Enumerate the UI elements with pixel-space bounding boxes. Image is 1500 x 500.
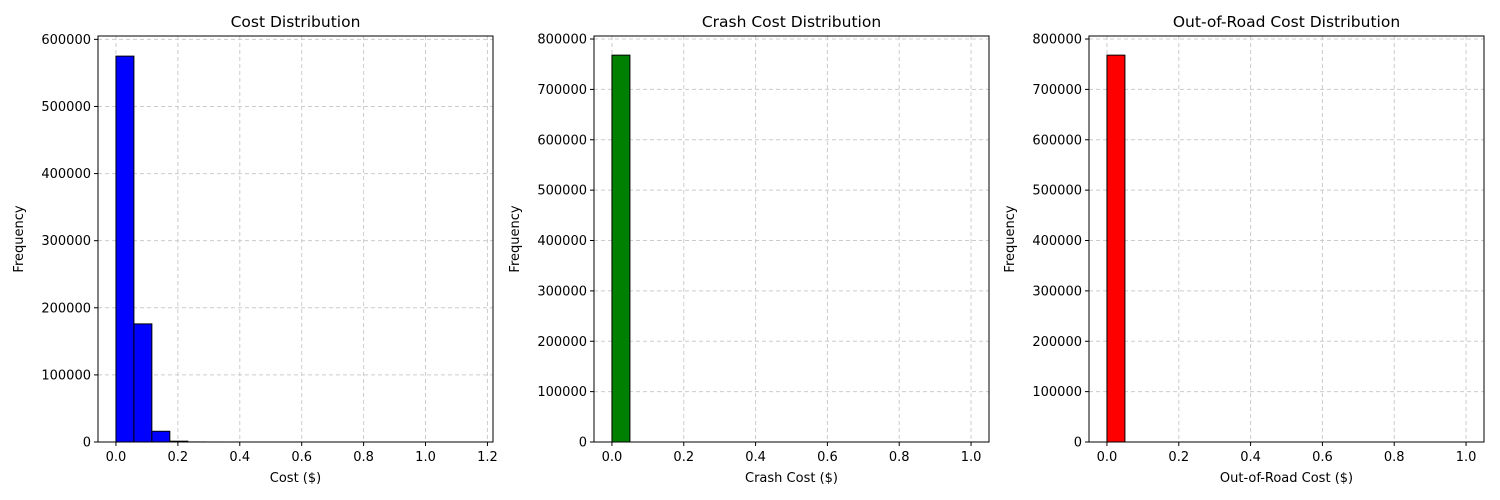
x-axis-label: Out-of-Road Cost ($) bbox=[1220, 471, 1353, 486]
y-tick-label: 100000 bbox=[1032, 385, 1082, 400]
x-tick-label: 0.6 bbox=[291, 450, 312, 465]
y-tick-label: 0 bbox=[579, 436, 587, 451]
histogram-bar bbox=[151, 430, 171, 443]
x-tick-label: 0.8 bbox=[889, 450, 910, 465]
y-tick-label: 600000 bbox=[1032, 133, 1082, 148]
y-tick-label: 500000 bbox=[1032, 184, 1082, 199]
y-axis-label: Frequency bbox=[508, 205, 523, 272]
y-tick-label: 400000 bbox=[1032, 234, 1082, 249]
chart-title: Out-of-Road Cost Distribution bbox=[1173, 13, 1400, 31]
x-tick-label: 0.4 bbox=[1240, 450, 1261, 465]
y-tick-label: 600000 bbox=[537, 133, 587, 148]
y-tick-label: 300000 bbox=[41, 234, 91, 249]
chart-title: Crash Cost Distribution bbox=[702, 13, 881, 31]
x-tick-label: 0.0 bbox=[602, 450, 623, 465]
y-axis-label: Frequency bbox=[1003, 205, 1018, 272]
y-tick-label: 600000 bbox=[41, 33, 91, 48]
x-tick-label: 0.4 bbox=[229, 450, 250, 465]
x-tick-label: 0.8 bbox=[353, 450, 374, 465]
y-tick-label: 400000 bbox=[41, 167, 91, 182]
histogram-bar bbox=[1106, 54, 1126, 443]
x-tick-label: 0.6 bbox=[1312, 450, 1333, 465]
chart-title: Cost Distribution bbox=[231, 13, 361, 31]
y-tick-label: 500000 bbox=[537, 184, 587, 199]
y-axis-label: Frequency bbox=[12, 205, 27, 272]
x-tick-label: 1.0 bbox=[1456, 450, 1477, 465]
y-tick-label: 200000 bbox=[1032, 335, 1082, 350]
y-tick-label: 800000 bbox=[1032, 33, 1082, 48]
chart-panel-3: 0.0 0.2 0.4 0.6 0.8 1.0 0 100000 200000 300000 400… bbox=[1003, 13, 1485, 486]
y-tick-label: 300000 bbox=[537, 284, 587, 299]
histogram-bar bbox=[611, 54, 631, 443]
y-tick-label: 200000 bbox=[537, 335, 587, 350]
axes-frame bbox=[593, 35, 990, 443]
x-tick-label: 0.2 bbox=[168, 450, 189, 465]
histogram-bar bbox=[115, 55, 135, 443]
y-tick-label: 0 bbox=[1074, 436, 1082, 451]
x-tick-label: 0.4 bbox=[745, 450, 766, 465]
axes-frame bbox=[1088, 35, 1485, 443]
x-tick-label: 0.0 bbox=[106, 450, 127, 465]
x-tick-label: 0.2 bbox=[673, 450, 694, 465]
x-axis-label: Cost ($) bbox=[270, 471, 321, 486]
y-tick-label: 700000 bbox=[537, 83, 587, 98]
x-tick-label: 0.0 bbox=[1097, 450, 1118, 465]
chart-panel-2: 0.0 0.2 0.4 0.6 0.8 1.0 0 100000 200000 300000 400… bbox=[508, 13, 990, 486]
x-tick-label: 0.8 bbox=[1384, 450, 1405, 465]
y-tick-label: 0 bbox=[83, 436, 91, 451]
histogram-bar bbox=[133, 323, 153, 443]
y-tick-label: 200000 bbox=[41, 301, 91, 316]
y-tick-label: 800000 bbox=[537, 33, 587, 48]
y-tick-label: 300000 bbox=[1032, 284, 1082, 299]
chart-panel-1: 0.0 0.2 0.4 0.6 0.8 1.0 1.2 0 100000 200000 300000… bbox=[12, 13, 498, 486]
x-tick-label: 1.2 bbox=[477, 450, 498, 465]
y-tick-label: 100000 bbox=[537, 385, 587, 400]
x-tick-label: 0.6 bbox=[817, 450, 838, 465]
x-axis-label: Crash Cost ($) bbox=[745, 471, 838, 486]
y-tick-label: 400000 bbox=[537, 234, 587, 249]
y-tick-label: 700000 bbox=[1032, 83, 1082, 98]
x-tick-label: 1.0 bbox=[961, 450, 982, 465]
x-tick-label: 0.2 bbox=[1168, 450, 1189, 465]
y-tick-label: 100000 bbox=[41, 368, 91, 383]
axes-frame bbox=[97, 35, 494, 443]
y-tick-label: 500000 bbox=[41, 100, 91, 115]
x-tick-label: 1.0 bbox=[415, 450, 436, 465]
